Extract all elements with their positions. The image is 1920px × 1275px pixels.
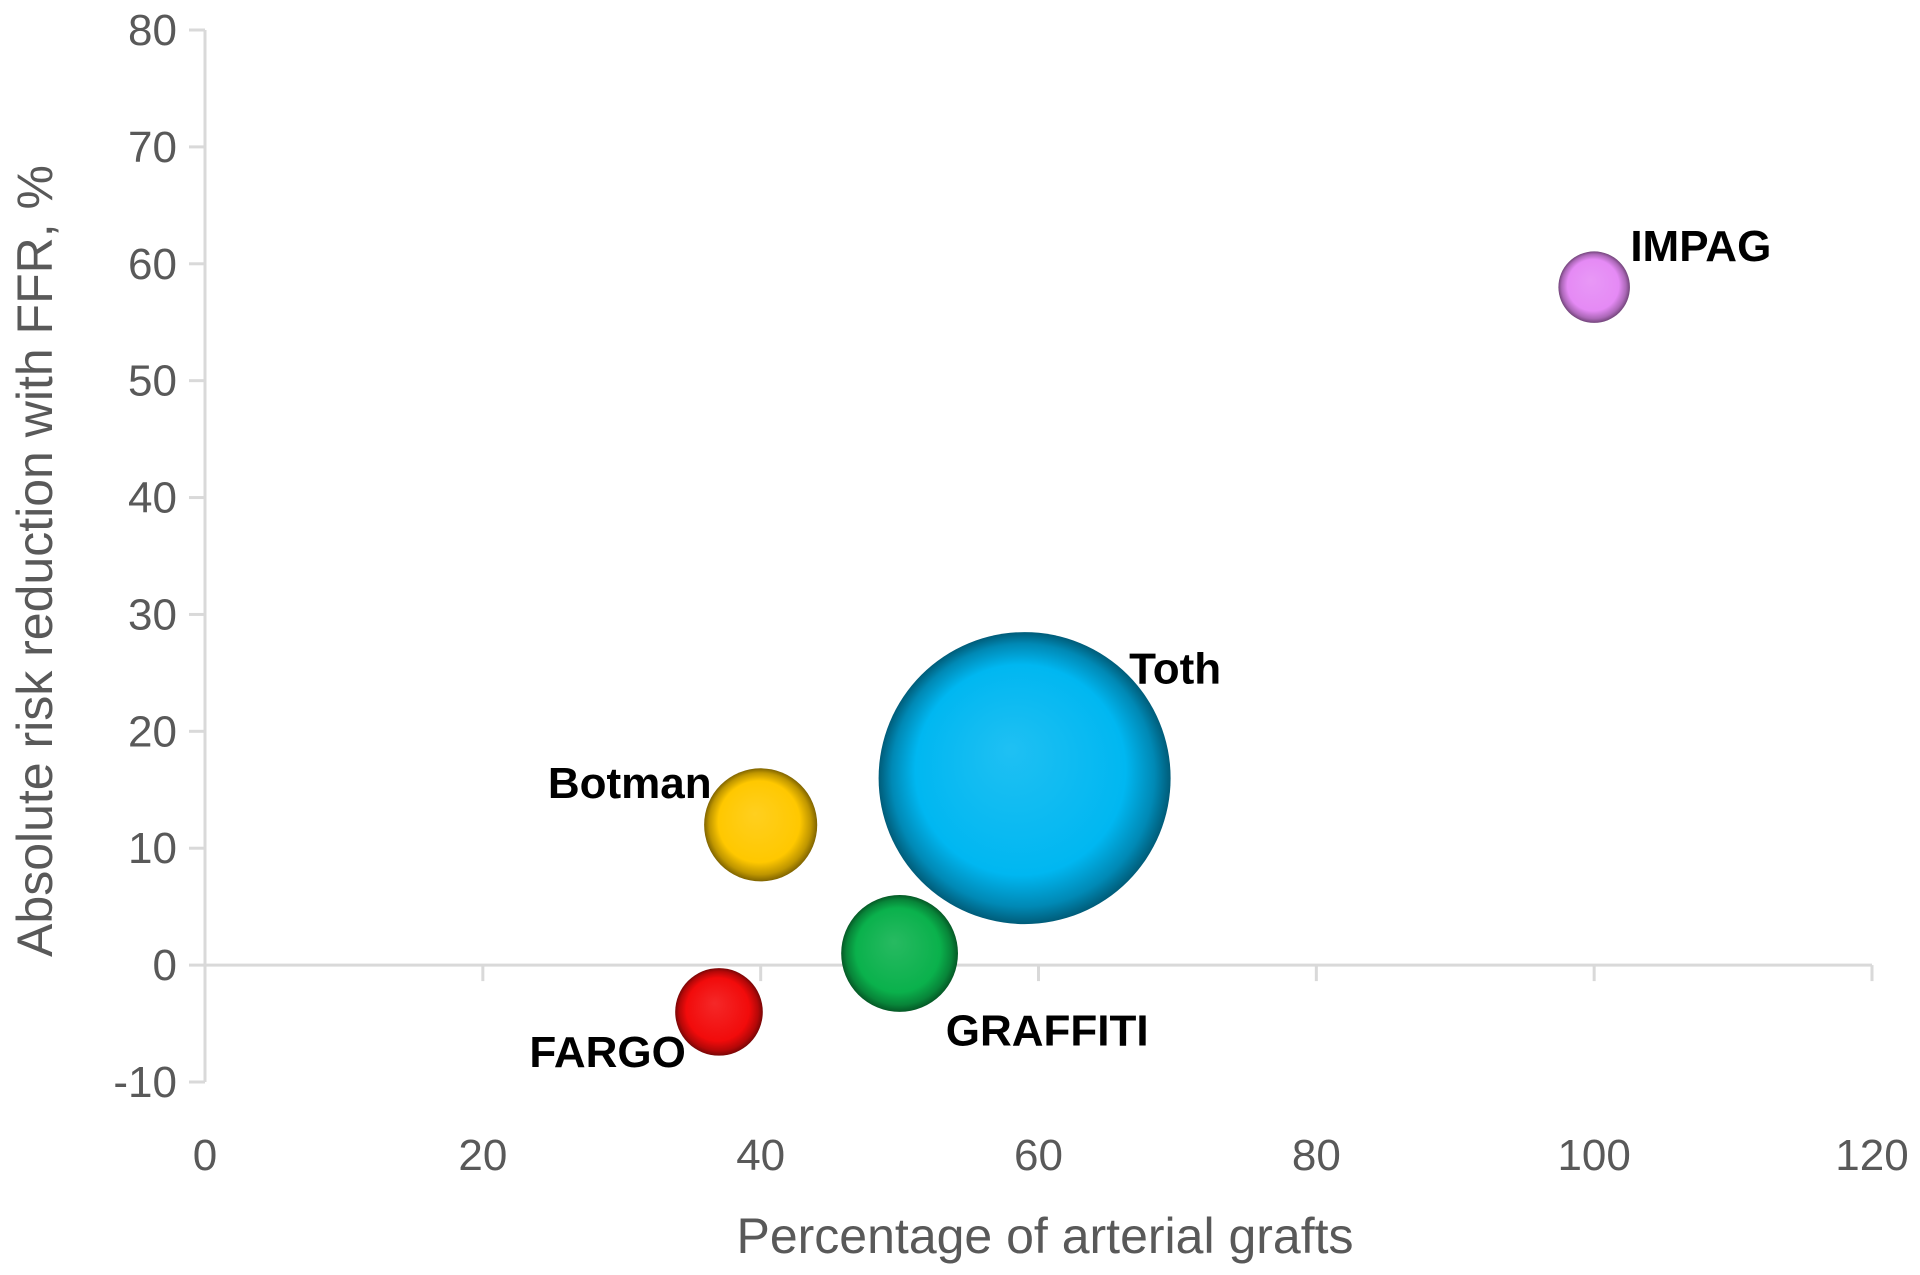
- bubble-label-fargo: FARGO: [529, 1028, 685, 1077]
- bubble-fargo: [675, 968, 763, 1056]
- y-tick-label: 60: [128, 240, 177, 289]
- x-tick-label: 80: [1292, 1131, 1341, 1180]
- bubble-impag: [1558, 251, 1630, 323]
- y-tick-label: 20: [128, 707, 177, 756]
- x-tick-label: 40: [736, 1131, 785, 1180]
- x-tick-label: 0: [193, 1131, 217, 1180]
- y-tick-label: 70: [128, 123, 177, 172]
- bubble-graffiti: [841, 895, 958, 1012]
- bubble-labels: IMPAG Toth Botman GRAFFITI FARGO: [529, 222, 1771, 1077]
- x-axis-title: Percentage of arterial grafts: [737, 1208, 1354, 1264]
- bubble-label-graffiti: GRAFFITI: [946, 1007, 1149, 1056]
- bubble-toth: [878, 632, 1171, 925]
- bubbles: [675, 251, 1630, 1056]
- y-axis-title: Absolute risk reduction with FFR, %: [7, 165, 63, 957]
- y-tick-label: 30: [128, 590, 177, 639]
- x-tick-label: 20: [458, 1131, 507, 1180]
- bubble-label-impag: IMPAG: [1630, 222, 1771, 271]
- bubble-botman: [704, 768, 818, 882]
- y-tick-label: 10: [128, 824, 177, 873]
- x-tick-label: 120: [1835, 1131, 1908, 1180]
- bubble-label-toth: Toth: [1129, 645, 1221, 694]
- x-tick-label: 60: [1014, 1131, 1063, 1180]
- y-tick-label: 40: [128, 474, 177, 523]
- y-tick-label: 0: [153, 941, 177, 990]
- y-tick-label: 80: [128, 6, 177, 55]
- y-tick-label: -10: [113, 1058, 177, 1107]
- x-tick-label: 100: [1557, 1131, 1630, 1180]
- bubble-label-botman: Botman: [548, 759, 712, 808]
- y-tick-label: 50: [128, 357, 177, 406]
- axes: -10 0 10 20 30 40 50 60 70 80 0 20 40 60 80 100 120: [113, 6, 1908, 1180]
